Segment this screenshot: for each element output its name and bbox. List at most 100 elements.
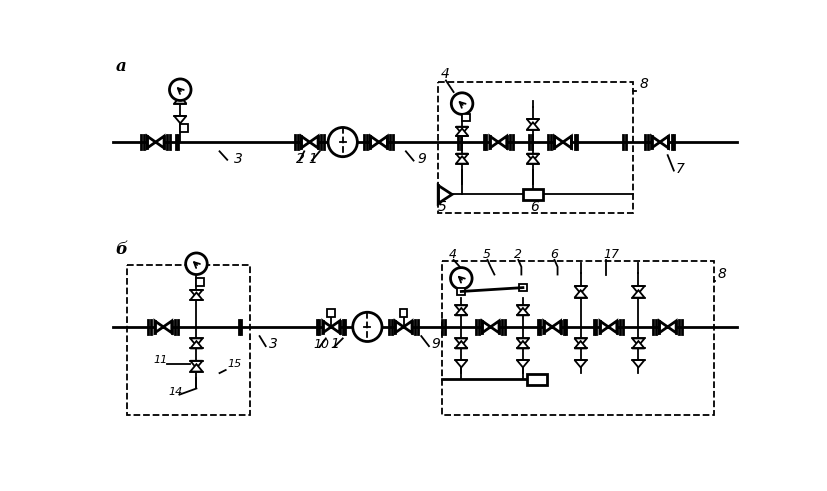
Polygon shape xyxy=(455,341,467,349)
Polygon shape xyxy=(667,321,676,333)
Polygon shape xyxy=(403,321,412,333)
Bar xyxy=(399,309,407,317)
Text: 1: 1 xyxy=(308,152,317,166)
Polygon shape xyxy=(301,136,309,148)
Polygon shape xyxy=(455,305,467,313)
Text: 3: 3 xyxy=(234,152,243,166)
Polygon shape xyxy=(526,119,538,126)
Polygon shape xyxy=(659,136,667,148)
Polygon shape xyxy=(323,321,331,333)
Polygon shape xyxy=(608,321,616,333)
Text: 10: 10 xyxy=(313,338,329,352)
Polygon shape xyxy=(190,290,203,298)
Polygon shape xyxy=(554,136,562,148)
Circle shape xyxy=(327,128,357,157)
Polygon shape xyxy=(600,321,608,333)
Polygon shape xyxy=(516,338,528,346)
Polygon shape xyxy=(394,321,403,333)
Polygon shape xyxy=(490,136,498,148)
Polygon shape xyxy=(632,341,643,349)
Circle shape xyxy=(170,79,191,101)
Polygon shape xyxy=(574,341,586,349)
Polygon shape xyxy=(437,186,452,203)
Polygon shape xyxy=(456,154,468,161)
Polygon shape xyxy=(516,308,528,315)
Polygon shape xyxy=(632,290,643,298)
Polygon shape xyxy=(190,361,203,368)
Text: 3: 3 xyxy=(269,337,277,352)
Polygon shape xyxy=(455,360,467,367)
Polygon shape xyxy=(574,360,586,367)
Polygon shape xyxy=(155,136,164,148)
Text: 2: 2 xyxy=(513,247,521,261)
Polygon shape xyxy=(455,308,467,315)
Polygon shape xyxy=(490,321,499,333)
Polygon shape xyxy=(526,122,538,130)
Bar xyxy=(526,374,546,384)
Polygon shape xyxy=(574,338,586,346)
Bar xyxy=(519,284,526,292)
Polygon shape xyxy=(174,96,186,104)
Polygon shape xyxy=(190,341,203,349)
Polygon shape xyxy=(543,321,552,333)
Text: 8: 8 xyxy=(717,268,726,281)
Polygon shape xyxy=(190,364,203,372)
Polygon shape xyxy=(651,136,659,148)
Polygon shape xyxy=(147,136,155,148)
Polygon shape xyxy=(456,156,468,164)
Polygon shape xyxy=(526,154,538,161)
Polygon shape xyxy=(309,136,318,148)
Polygon shape xyxy=(552,321,560,333)
Polygon shape xyxy=(456,129,468,136)
Polygon shape xyxy=(632,360,643,367)
Polygon shape xyxy=(456,127,468,134)
Circle shape xyxy=(352,312,381,342)
Circle shape xyxy=(451,93,472,114)
Text: 9: 9 xyxy=(417,152,426,166)
Text: 6: 6 xyxy=(549,247,557,261)
Bar xyxy=(196,278,204,286)
Text: 8: 8 xyxy=(639,77,648,91)
Text: 1: 1 xyxy=(330,337,339,352)
Polygon shape xyxy=(174,116,186,123)
Bar xyxy=(180,124,188,132)
Polygon shape xyxy=(155,321,163,333)
Circle shape xyxy=(450,268,471,289)
Text: б: б xyxy=(116,241,127,258)
Polygon shape xyxy=(632,286,643,294)
Circle shape xyxy=(185,253,207,274)
Polygon shape xyxy=(370,136,379,148)
Text: 6: 6 xyxy=(530,200,539,215)
Text: 5: 5 xyxy=(437,200,447,215)
Polygon shape xyxy=(574,286,586,294)
Polygon shape xyxy=(574,290,586,298)
Polygon shape xyxy=(331,321,339,333)
Text: 4: 4 xyxy=(440,67,449,81)
Polygon shape xyxy=(455,338,467,346)
Polygon shape xyxy=(498,136,506,148)
Text: 14: 14 xyxy=(169,386,183,397)
Bar xyxy=(457,288,465,295)
Text: а: а xyxy=(116,58,127,75)
Polygon shape xyxy=(516,341,528,349)
Polygon shape xyxy=(379,136,387,148)
Text: 15: 15 xyxy=(227,359,241,369)
Text: 17: 17 xyxy=(602,247,619,261)
Text: 11: 11 xyxy=(153,355,167,365)
Text: 5: 5 xyxy=(482,247,490,261)
Text: 7: 7 xyxy=(675,162,683,176)
Polygon shape xyxy=(190,293,203,300)
Polygon shape xyxy=(632,338,643,346)
Polygon shape xyxy=(516,305,528,313)
Bar xyxy=(327,309,335,317)
Bar xyxy=(523,189,543,200)
Text: 2: 2 xyxy=(295,152,304,166)
Polygon shape xyxy=(562,136,571,148)
Polygon shape xyxy=(526,156,538,164)
Polygon shape xyxy=(163,321,171,333)
Text: 4: 4 xyxy=(448,247,457,261)
Bar xyxy=(461,113,469,121)
Text: 9: 9 xyxy=(431,337,440,352)
Polygon shape xyxy=(190,338,203,346)
Polygon shape xyxy=(658,321,667,333)
